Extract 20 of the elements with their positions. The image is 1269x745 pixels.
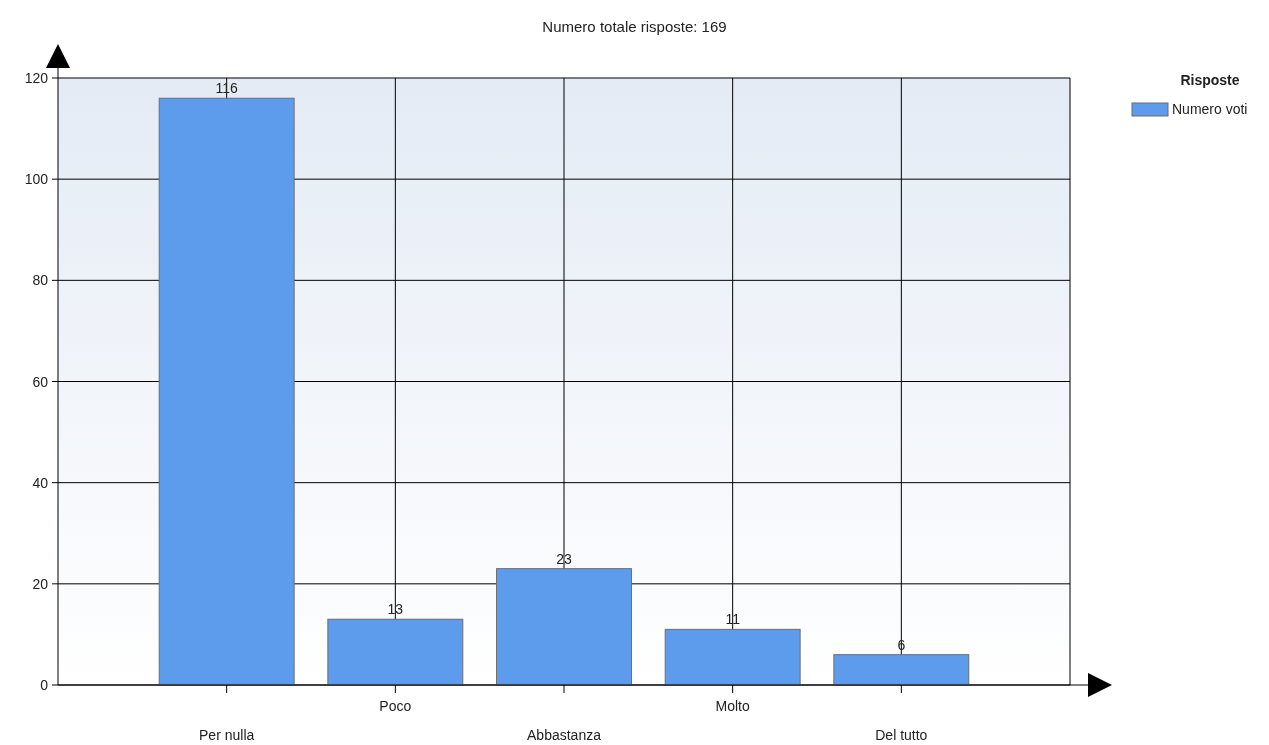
y-tick-label: 120 xyxy=(24,70,49,86)
x-tick-label: Poco xyxy=(379,698,412,714)
y-tick-label: 60 xyxy=(32,373,49,390)
chart-title: Numero totale risposte: 169 xyxy=(542,18,727,35)
y-tick-label: 20 xyxy=(32,575,49,592)
x-tick-label: Molto xyxy=(715,698,750,714)
y-tick-label: 80 xyxy=(32,272,49,289)
x-tick-label: Per nulla xyxy=(199,727,255,743)
bar xyxy=(158,97,295,686)
y-tick-label: 100 xyxy=(24,171,49,188)
x-tick-label: Abbastanza xyxy=(527,727,602,743)
y-tick-label: 40 xyxy=(32,474,49,491)
x-tick-label: Del tutto xyxy=(875,727,928,743)
bar xyxy=(496,568,632,686)
bar xyxy=(664,628,801,686)
y-tick-label: 0 xyxy=(40,677,49,693)
legend-label: Numero voti xyxy=(1172,101,1248,117)
bar xyxy=(833,654,970,686)
bar xyxy=(327,618,464,686)
legend-title: Risposte xyxy=(1180,72,1240,88)
